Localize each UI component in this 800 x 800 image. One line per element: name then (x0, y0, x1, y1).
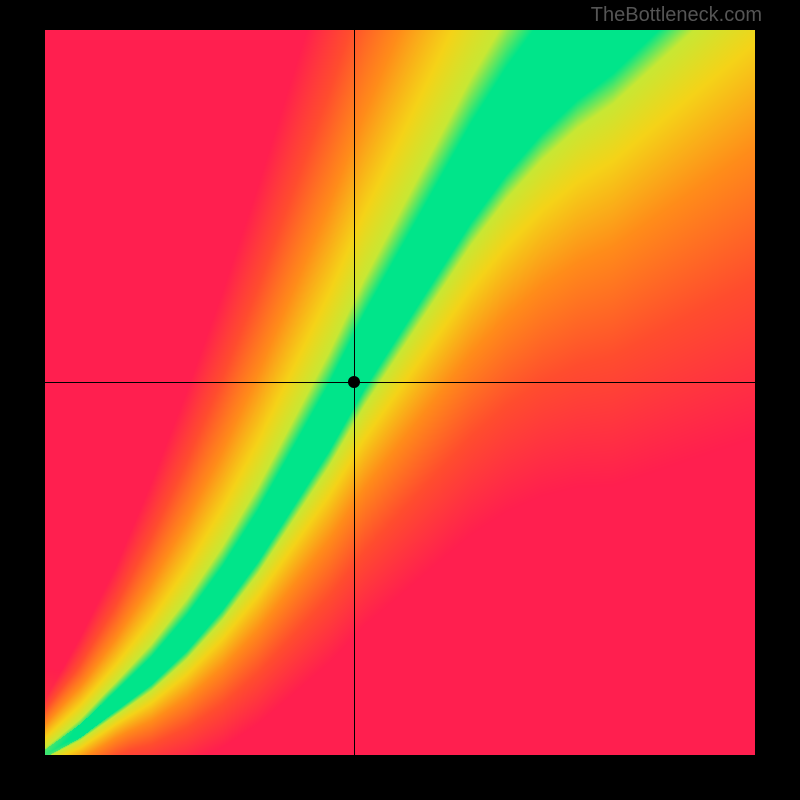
plot-area (45, 30, 755, 755)
crosshair-vertical (354, 30, 355, 755)
crosshair-horizontal (45, 382, 755, 383)
watermark-text: TheBottleneck.com (591, 4, 762, 27)
heatmap-canvas (45, 30, 755, 755)
chart-container: TheBottleneck.com (0, 0, 800, 800)
crosshair-marker (348, 376, 360, 388)
